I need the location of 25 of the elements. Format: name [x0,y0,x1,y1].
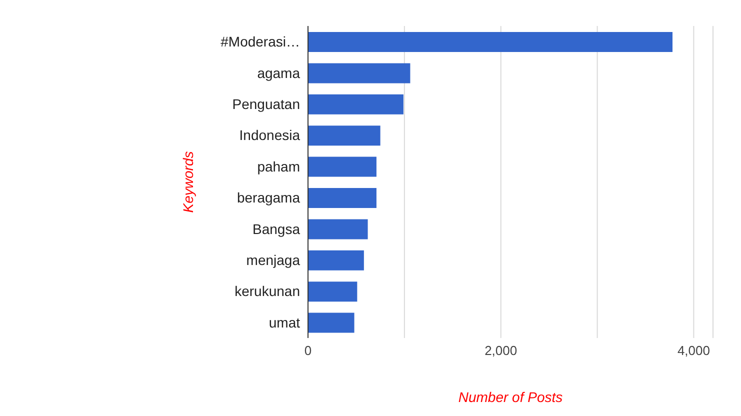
y-tick-label: agama [257,64,300,81]
y-tick-label: beragama [236,190,300,206]
y-tick-label: Indonesia [239,127,300,144]
y-tick-label: kerukunan [234,283,300,300]
y-tick-label: Penguatan [232,96,300,112]
bar [308,219,368,240]
bar [308,188,376,208]
bar [308,94,404,114]
bar [308,126,380,146]
x-axis-title: Number of Posts [458,389,563,405]
y-tick-label: Bangsa [252,220,300,237]
bar [308,282,358,302]
y-tick-label: #Moderasi… [220,34,300,50]
x-tick-label: 0 [304,343,312,358]
bar [308,63,410,84]
y-tick-label: paham [257,158,300,174]
bar [308,156,376,177]
x-tick-label: 4,000 [677,343,710,358]
y-axis-title: Keywords [180,151,196,213]
bar [308,312,354,333]
bar [308,250,364,270]
y-tick-label: menjaga [246,252,300,268]
y-tick-label: umat [268,314,300,330]
text: 2,000 [484,343,518,358]
bar [308,32,672,52]
